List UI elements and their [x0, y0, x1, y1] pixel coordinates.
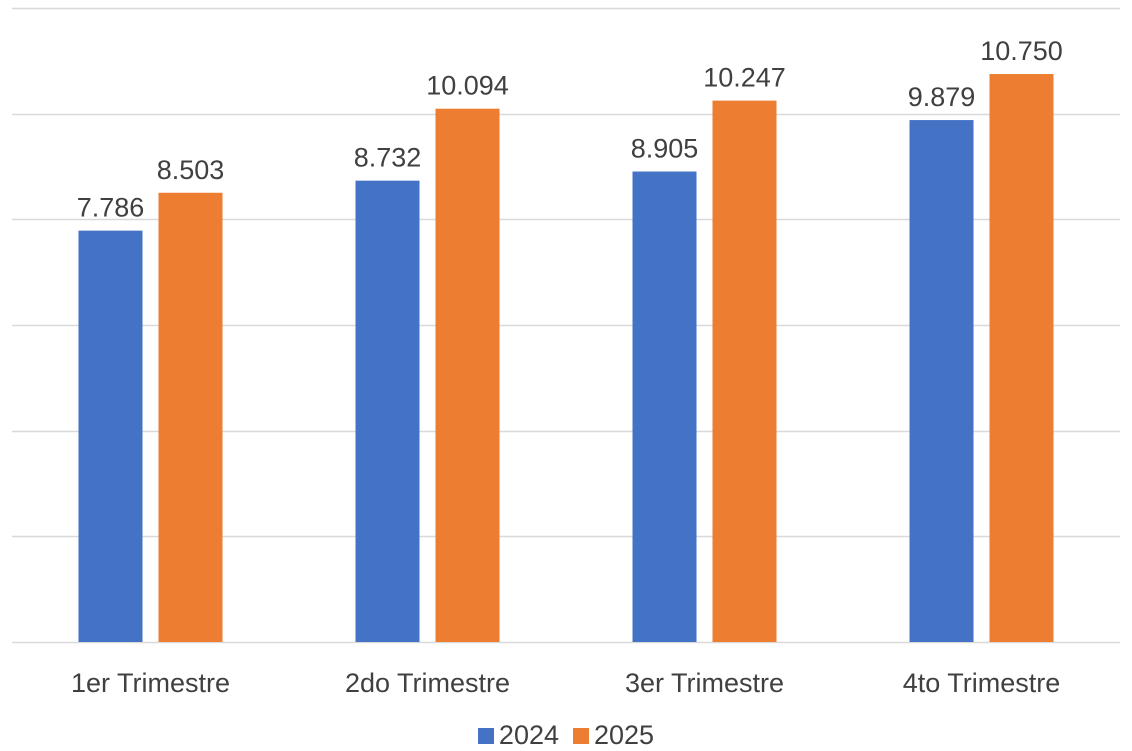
- bar-2025-2: [435, 108, 500, 643]
- data-label-2024-1: 7.786: [77, 193, 145, 223]
- data-label-2025-3: 10.247: [703, 63, 786, 93]
- bars: [78, 74, 1054, 643]
- legend-swatch-2025: [573, 727, 589, 744]
- bar-chart: 7.786 8.503 8.732 10.094 8.905 10.247 9.87910.…: [12, 7, 1120, 698]
- bar-2024-1: [78, 230, 143, 643]
- x-tick-label-1: 1er Trimestre: [71, 668, 230, 698]
- bar-2025-1: [158, 192, 223, 642]
- legend-label-2024: 2024: [498, 720, 559, 750]
- data-label-2025-2: 10.094: [426, 71, 509, 101]
- x-tick-label-3: 3er Trimestre: [625, 668, 784, 698]
- bar-2024-3: [632, 171, 697, 642]
- bar-2024-4: [909, 120, 974, 642]
- bar-2024-2: [355, 180, 420, 642]
- data-label-2024-3: 8.905: [631, 134, 699, 164]
- legend-label-2025: 2025: [594, 720, 655, 750]
- x-tick-label-2: 2do Trimestre: [345, 668, 510, 698]
- bar-2025-3: [712, 100, 777, 643]
- data-label-2025-1: 8.503: [157, 155, 225, 185]
- legend-swatch-2024: [477, 727, 494, 744]
- legend-item-2025: 2025: [573, 720, 654, 751]
- data-labels: 7.786 8.503 8.732 10.094 8.905 10.247 9.87910.…: [77, 36, 1063, 223]
- legend-item-2024: 2024: [477, 720, 559, 751]
- legend: 2024 2025: [0, 720, 1132, 751]
- bar-2025-4: [989, 74, 1054, 642]
- data-label-2024-4: 9.879: [908, 82, 976, 112]
- data-label-2025-4: 10.750: [980, 36, 1063, 66]
- x-tick-label-4: 4to Trimestre: [903, 668, 1061, 698]
- x-axis-tick-labels: 1er Trimestre 2do Trimestre 3er Trimestre 4…: [71, 668, 1060, 698]
- data-label-2024-2: 8.732: [354, 143, 422, 173]
